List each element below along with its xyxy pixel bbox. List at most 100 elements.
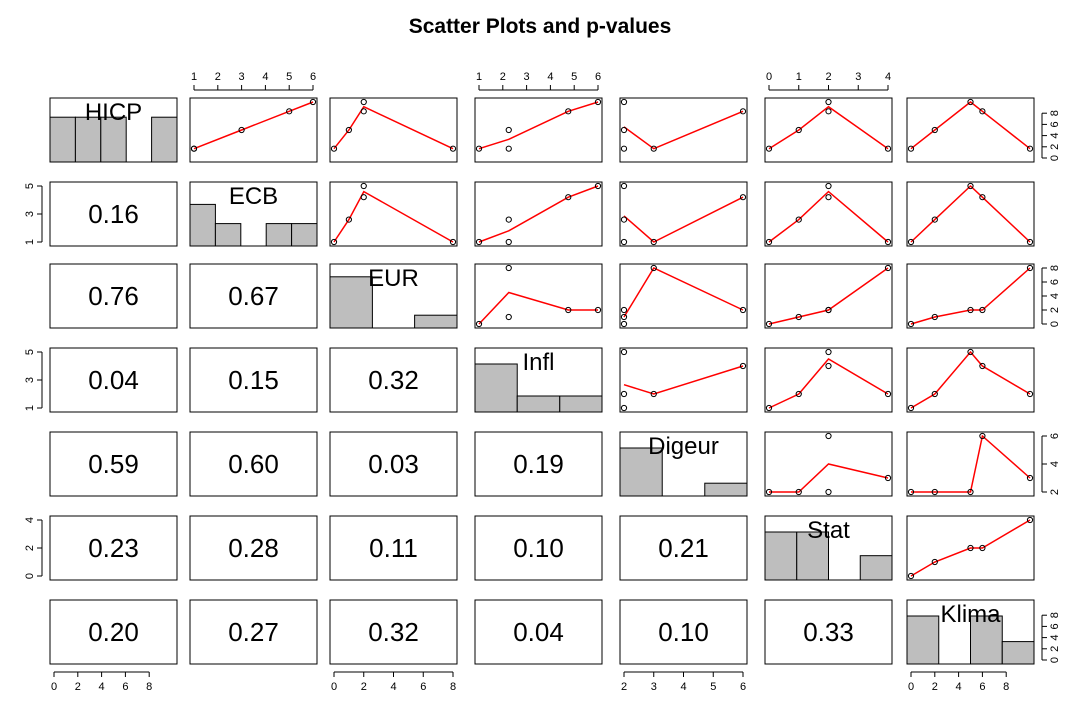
data-point xyxy=(765,488,773,496)
histogram-bar xyxy=(265,223,293,247)
data-point xyxy=(907,488,915,496)
p-value: 0.60 xyxy=(228,449,279,479)
tick-label: 6 xyxy=(122,681,128,693)
tick-label: 6 xyxy=(1049,279,1061,285)
tick-label: 2 xyxy=(1049,307,1061,313)
p-value: 0.28 xyxy=(228,533,279,563)
tick-label: 6 xyxy=(1049,121,1061,127)
data-point xyxy=(475,238,483,246)
histogram-bar xyxy=(516,395,561,413)
tick-label: 8 xyxy=(146,681,152,693)
p-value: 0.19 xyxy=(513,449,564,479)
histogram-bar xyxy=(151,116,178,163)
histogram-bar xyxy=(214,223,242,247)
tick-label: 2 xyxy=(1049,489,1061,495)
data-point xyxy=(907,238,915,246)
tick-label: 1 xyxy=(476,71,482,83)
panel-frame xyxy=(474,181,603,247)
panel-frame xyxy=(906,431,1035,497)
data-point xyxy=(884,474,892,482)
histogram-bar xyxy=(619,447,663,497)
histogram-bar xyxy=(329,276,373,329)
p-value: 0.76 xyxy=(88,281,139,311)
data-point xyxy=(1026,516,1034,524)
tick-label: 0 xyxy=(1049,155,1061,161)
histogram-bar xyxy=(189,203,216,247)
histogram-bar xyxy=(859,555,893,581)
tick-label: 5 xyxy=(24,183,36,189)
lowess-line xyxy=(623,110,744,150)
data-point xyxy=(330,238,338,246)
data-point xyxy=(884,264,892,272)
tick-label: 3 xyxy=(239,71,245,83)
p-value: 0.03 xyxy=(368,449,419,479)
tick-label: 2 xyxy=(621,681,627,693)
data-point xyxy=(907,320,915,328)
p-value: 0.33 xyxy=(803,617,854,647)
data-point xyxy=(931,390,938,398)
panel-frame xyxy=(764,263,893,329)
panel-frame xyxy=(189,599,318,665)
p-value: 0.32 xyxy=(368,617,419,647)
tick-label: 8 xyxy=(1049,265,1061,271)
histogram-bar xyxy=(704,482,748,497)
variable-name: HICP xyxy=(85,99,142,126)
lowess-line xyxy=(333,190,454,243)
panel-frame xyxy=(474,263,603,329)
data-point xyxy=(825,182,832,190)
tick-label: 5 xyxy=(571,71,577,83)
data-point xyxy=(360,182,367,190)
histogram-bar xyxy=(474,363,518,413)
data-point xyxy=(825,108,832,115)
data-point xyxy=(825,362,832,370)
tick-label: 5 xyxy=(24,349,36,355)
histogram-bar xyxy=(100,116,127,163)
tick-label: 4 xyxy=(1049,635,1061,641)
lowess-line xyxy=(768,105,889,150)
data-point xyxy=(620,306,628,314)
tick-label: 4 xyxy=(1049,293,1061,299)
lowess-line xyxy=(333,105,454,150)
data-point xyxy=(979,362,986,370)
data-point xyxy=(190,145,198,152)
data-point xyxy=(650,238,657,246)
lowess-line xyxy=(911,434,1031,493)
lowess-line xyxy=(769,463,889,493)
panel-frame xyxy=(49,181,178,247)
data-point xyxy=(979,306,986,314)
histogram-bar xyxy=(1001,641,1035,665)
tick-label: 0 xyxy=(1049,321,1061,327)
data-point xyxy=(795,313,802,321)
tick-label: 1 xyxy=(191,71,197,83)
tick-label: 1 xyxy=(24,405,36,411)
tick-label: 6 xyxy=(979,681,985,693)
panel-frame xyxy=(189,347,318,413)
tick-label: 4 xyxy=(262,71,268,83)
lowess-line xyxy=(910,350,1031,409)
data-point xyxy=(825,432,832,440)
data-point xyxy=(795,126,802,134)
p-value: 0.10 xyxy=(513,533,564,563)
data-point xyxy=(931,126,938,134)
panel-frame xyxy=(189,263,318,329)
histogram-bar xyxy=(291,223,318,247)
data-point xyxy=(907,572,915,580)
data-point xyxy=(620,238,628,246)
lowess-line xyxy=(193,101,314,150)
data-point xyxy=(907,145,915,152)
data-point xyxy=(967,348,974,356)
p-value: 0.15 xyxy=(228,365,279,395)
panel-frame xyxy=(329,97,458,163)
panel-frame xyxy=(764,97,893,163)
data-point xyxy=(565,194,572,201)
data-point xyxy=(795,488,802,496)
data-point xyxy=(795,390,802,398)
data-point xyxy=(967,544,974,552)
p-value: 0.04 xyxy=(513,617,564,647)
data-point xyxy=(594,98,602,106)
lowess-line xyxy=(768,190,889,243)
tick-label: 4 xyxy=(956,681,962,693)
tick-label: 2 xyxy=(215,71,221,83)
data-point xyxy=(505,264,512,272)
data-point xyxy=(238,126,245,134)
